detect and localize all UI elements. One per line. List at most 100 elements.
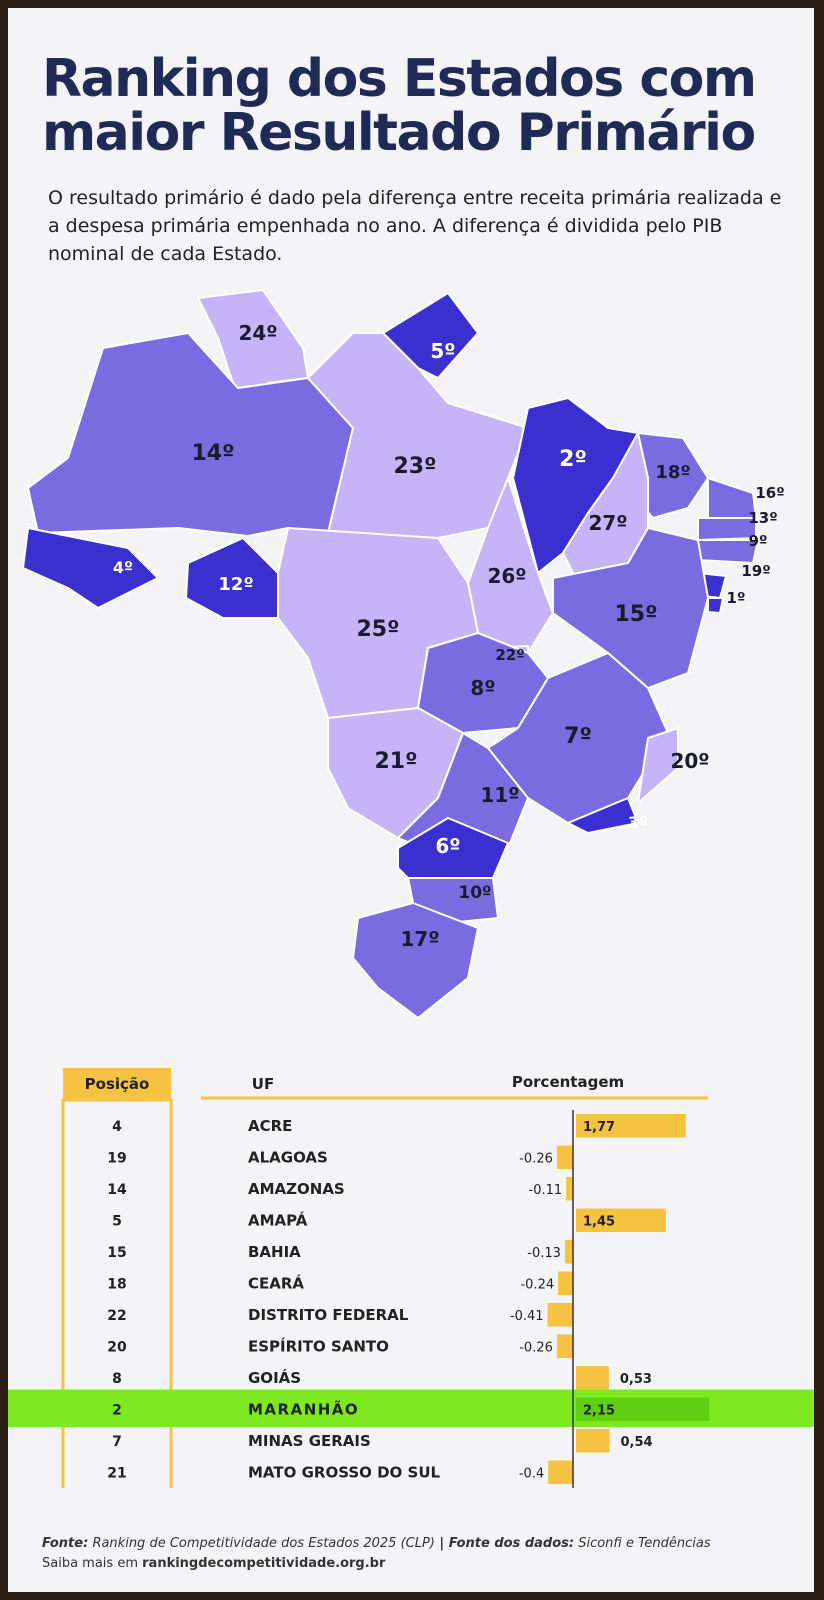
value-label: 1,45 — [583, 1214, 615, 1229]
state-rank-label: 17º — [400, 927, 439, 951]
state-shape — [707, 597, 724, 614]
position-cell: 2 — [112, 1402, 122, 1418]
value-label: -0.13 — [527, 1246, 561, 1261]
map-rank-labels: 24º 5º 14º 23º 2º 18º 16º 13º 9º 27º 4º 12º 26º 19º 1º… — [113, 321, 785, 951]
infographic-card: Ranking dos Estados com maior Resultado … — [8, 8, 814, 1592]
state-shape — [567, 797, 639, 834]
state-rank-label: 18º — [655, 462, 690, 483]
uf-cell: CEARÁ — [248, 1273, 304, 1292]
uf-cell: ESPÍRITO SANTO — [248, 1336, 389, 1355]
bar — [576, 1366, 609, 1390]
state-rank-label: 3º — [628, 813, 648, 832]
state-rank-label: 16º — [755, 484, 784, 502]
position-cell: 18 — [107, 1276, 126, 1292]
uf-cell: ALAGOAS — [248, 1148, 328, 1166]
table-rows: 4 ACRE 1,77 19 ALAGOAS -0.26 14 AMAZONAS -0.11 5 A… — [8, 1110, 814, 1488]
uf-cell: BAHIA — [248, 1243, 301, 1261]
header-uf: UF — [252, 1075, 274, 1093]
position-cell: 7 — [112, 1434, 122, 1450]
state-rank-label: 22º — [495, 646, 524, 664]
uf-cell: MATO GROSSO DO SUL — [248, 1463, 441, 1481]
position-cell: 5 — [112, 1213, 122, 1229]
position-cell: 4 — [112, 1119, 122, 1135]
uf-cell: MARANHÃO — [248, 1399, 359, 1418]
bar — [564, 1240, 573, 1264]
position-column-frame — [61, 1098, 173, 1488]
source-line-1: Fonte: Ranking de Competitividade dos Es… — [42, 1534, 812, 1554]
uf-cell: MINAS GERAIS — [248, 1432, 371, 1450]
state-rank-label: 5º — [430, 339, 455, 363]
bar — [576, 1397, 710, 1421]
bar — [547, 1303, 573, 1327]
state-rank-label: 13º — [748, 509, 777, 527]
page-title: Ranking dos Estados com maior Resultado … — [42, 52, 812, 160]
position-cell: 19 — [107, 1150, 126, 1166]
state-rank-label: 10º — [458, 883, 491, 903]
position-cell: 14 — [107, 1182, 127, 1198]
source-separator: | — [434, 1536, 449, 1551]
state-rank-label: 11º — [480, 783, 519, 807]
ranking-table: Posição UF Porcentagem 4 ACRE 1,77 19 ALAGOAS -… — [8, 1068, 814, 1488]
value-label: 1,77 — [583, 1120, 615, 1135]
position-cell: 22 — [107, 1308, 126, 1324]
state-shape — [697, 517, 757, 541]
state-rank-label: 26º — [487, 564, 526, 588]
value-label: 0,53 — [620, 1372, 652, 1387]
bar — [576, 1114, 686, 1138]
subtitle: O resultado primário é dado pela diferen… — [48, 187, 782, 265]
uf-cell: AMAZONAS — [248, 1180, 345, 1198]
bar — [576, 1429, 610, 1453]
state-rank-label: 27º — [588, 511, 627, 535]
position-cell: 21 — [107, 1465, 126, 1481]
source-note: Fonte: Ranking de Competitividade dos Es… — [42, 1534, 812, 1574]
state-rank-label: 1º — [727, 589, 746, 607]
value-label: -0.41 — [510, 1309, 544, 1324]
state-rank-label: 6º — [435, 834, 460, 858]
table-frame: Posição UF Porcentagem — [61, 1068, 708, 1488]
state-rank-label: 8º — [470, 676, 495, 700]
value-label: 0,54 — [620, 1435, 652, 1450]
state-shape — [22, 527, 159, 609]
state-rank-label: 25º — [356, 617, 399, 642]
state-rank-label: 19º — [741, 562, 770, 580]
value-label: -0.26 — [519, 1340, 553, 1355]
bar — [548, 1460, 573, 1484]
header-percent: Porcentagem — [512, 1073, 624, 1091]
state-rank-label: 12º — [218, 574, 253, 595]
uf-cell: ACRE — [248, 1117, 292, 1135]
uf-cell: DISTRITO FEDERAL — [248, 1306, 409, 1324]
map-state-shapes — [22, 289, 759, 1019]
source-label: Fonte: — [42, 1536, 89, 1551]
state-rank-label: 9º — [749, 532, 768, 550]
state-rank-label: 24º — [238, 321, 277, 345]
data-source-text: Siconfi e Tendências — [578, 1536, 711, 1551]
uf-cell: AMAPÁ — [248, 1210, 308, 1229]
state-rank-label: 7º — [564, 724, 592, 749]
source-line-2: Saiba mais em rankingdecompetitividade.o… — [42, 1554, 812, 1574]
value-label: 2,15 — [583, 1403, 615, 1418]
header-position: Posição — [85, 1075, 150, 1093]
uf-cell: GOIÁS — [248, 1368, 301, 1387]
title-line-1: Ranking dos Estados com — [42, 49, 757, 109]
state-rank-label: 14º — [191, 441, 234, 466]
data-source-label: Fonte dos dados: — [448, 1536, 575, 1551]
state-rank-label: 20º — [670, 749, 709, 773]
state-shape — [552, 527, 709, 689]
value-label: -0.4 — [519, 1466, 544, 1481]
source-text: Ranking de Competitividade dos Estados 2… — [92, 1536, 435, 1551]
state-rank-label: 21º — [374, 749, 417, 774]
bar — [558, 1271, 573, 1295]
state-rank-label: 15º — [614, 602, 657, 627]
state-rank-label: 2º — [559, 447, 587, 472]
bar — [556, 1145, 573, 1169]
bar — [576, 1208, 666, 1232]
position-header-box — [63, 1068, 171, 1100]
value-label: -0.24 — [520, 1277, 554, 1292]
state-shape — [352, 902, 479, 1019]
brazil-ranking-map: 24º 5º 14º 23º 2º 18º 16º 13º 9º 27º 4º 12º 26º 19º 1º… — [22, 289, 785, 1019]
state-rank-label: 23º — [393, 454, 436, 479]
state-rank-label: 4º — [113, 558, 133, 577]
position-cell: 15 — [107, 1245, 126, 1261]
more-info-link[interactable]: rankingdecompetitividade.org.br — [142, 1556, 386, 1571]
position-cell: 8 — [112, 1371, 122, 1387]
